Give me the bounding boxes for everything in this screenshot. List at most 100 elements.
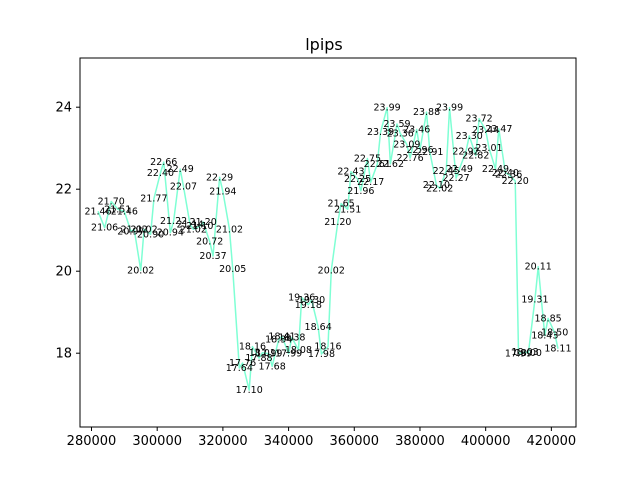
data-label: 18.43	[531, 331, 558, 342]
y-tick-label: 24	[55, 101, 72, 116]
x-tick-label: 380000	[395, 434, 445, 449]
data-label: 22.91	[416, 147, 443, 158]
data-label: 22.43	[337, 167, 364, 178]
data-label: 23.99	[436, 103, 463, 114]
data-label: 22.62	[377, 159, 404, 170]
data-label: 22.40	[147, 168, 174, 179]
x-tick-label: 400000	[461, 434, 511, 449]
data-label: 17.98	[308, 349, 335, 360]
data-label: 23.72	[465, 114, 492, 125]
data-label: 17.76	[229, 358, 256, 369]
data-label: 22.27	[443, 173, 470, 184]
data-label: 19.31	[521, 294, 548, 305]
data-label: 23.01	[475, 143, 502, 154]
data-label: 22.61	[364, 159, 391, 170]
data-label: 21.51	[334, 204, 361, 215]
data-label: 17.68	[259, 361, 286, 372]
data-label: 17.99	[505, 349, 532, 360]
data-label: 21.10	[186, 221, 213, 232]
data-label: 17.64	[226, 363, 253, 374]
data-label: 21.70	[98, 197, 125, 208]
data-label: 22.02	[426, 183, 453, 194]
data-label: 18.64	[305, 322, 332, 333]
data-label: 23.46	[403, 124, 430, 135]
data-label: 18.50	[541, 328, 568, 339]
data-label: 22.49	[482, 164, 509, 175]
data-label: 20.02	[318, 265, 345, 276]
data-labels-layer: 21.4621.0621.7021.5121.4620.9721.0220.02…	[84, 103, 571, 396]
chart-title: lpips	[305, 35, 343, 54]
data-label: 18.85	[534, 313, 561, 324]
y-tick-label: 20	[55, 265, 72, 280]
data-label: 23.09	[393, 140, 420, 151]
data-label: 22.25	[344, 174, 371, 185]
plot-area-frame	[79, 57, 577, 428]
x-tick-label: 340000	[264, 434, 314, 449]
data-label: 18.38	[278, 333, 305, 344]
data-label: 20.90	[137, 229, 164, 240]
data-label: 22.49	[167, 164, 194, 175]
data-label: 18.11	[544, 344, 571, 355]
data-label: 18.08	[285, 345, 312, 356]
data-label: 21.22	[160, 216, 187, 227]
data-label: 23.88	[413, 107, 440, 118]
series-line	[97, 106, 559, 391]
x-tick-label: 300000	[132, 434, 182, 449]
data-label: 22.92	[452, 146, 479, 157]
data-label: 21.77	[140, 194, 167, 205]
data-label: 22.75	[354, 153, 381, 164]
data-label: 22.10	[423, 180, 450, 191]
data-label: 23.44	[472, 125, 499, 136]
data-label: 22.07	[170, 181, 197, 192]
data-label: 22.82	[462, 151, 489, 162]
data-label: 20.05	[219, 264, 246, 275]
data-label: 23.99	[374, 103, 401, 114]
data-label: 17.99	[255, 349, 282, 360]
data-label: 17.88	[245, 353, 272, 364]
x-axis: 280000 300000 320000 340000 360000 380000 4000…	[67, 427, 577, 449]
data-label: 20.02	[127, 265, 154, 276]
y-tick-label: 22	[55, 183, 72, 198]
data-label: 18.03	[511, 347, 538, 358]
x-tick-label: 360000	[329, 434, 379, 449]
data-label: 22.76	[397, 153, 424, 164]
data-label: 18.16	[314, 342, 341, 353]
data-label: 21.46	[111, 206, 138, 217]
data-label: 19.18	[295, 300, 322, 311]
data-label: 22.36	[495, 169, 522, 180]
data-label: 20.94	[157, 228, 184, 239]
data-label: 18.41	[268, 331, 295, 342]
data-label: 18.00	[515, 348, 542, 359]
data-label: 18.16	[239, 342, 266, 353]
data-label: 21.20	[190, 217, 217, 228]
x-tick-label: 420000	[527, 434, 577, 449]
data-label: 17.99	[275, 349, 302, 360]
data-label: 21.65	[328, 199, 355, 210]
data-label: 22.96	[406, 145, 433, 156]
data-label: 20.11	[525, 262, 552, 273]
x-tick-label: 320000	[198, 434, 248, 449]
data-label: 22.17	[357, 177, 384, 188]
data-label: 23.59	[383, 119, 410, 130]
data-label: 21.20	[324, 217, 351, 228]
data-label: 21.02	[130, 224, 157, 235]
data-label: 21.02	[121, 224, 148, 235]
data-label: 21.94	[209, 187, 236, 198]
y-tick-label: 18	[55, 347, 72, 362]
data-label: 18.34	[265, 334, 292, 345]
data-label: 22.49	[446, 164, 473, 175]
data-label: 22.29	[206, 172, 233, 183]
data-label: 20.97	[117, 226, 144, 237]
data-label: 21.96	[347, 186, 374, 197]
y-axis: 18 20 22 24	[55, 101, 80, 362]
data-label: 21.46	[84, 206, 111, 217]
data-label: 17.10	[236, 385, 263, 396]
data-label: 21.06	[91, 223, 118, 234]
data-label: 23.36	[387, 128, 414, 139]
data-label: 23.39	[367, 127, 394, 138]
data-label: 21.51	[104, 204, 131, 215]
data-label: 23.30	[456, 131, 483, 142]
series-layer	[97, 106, 559, 391]
